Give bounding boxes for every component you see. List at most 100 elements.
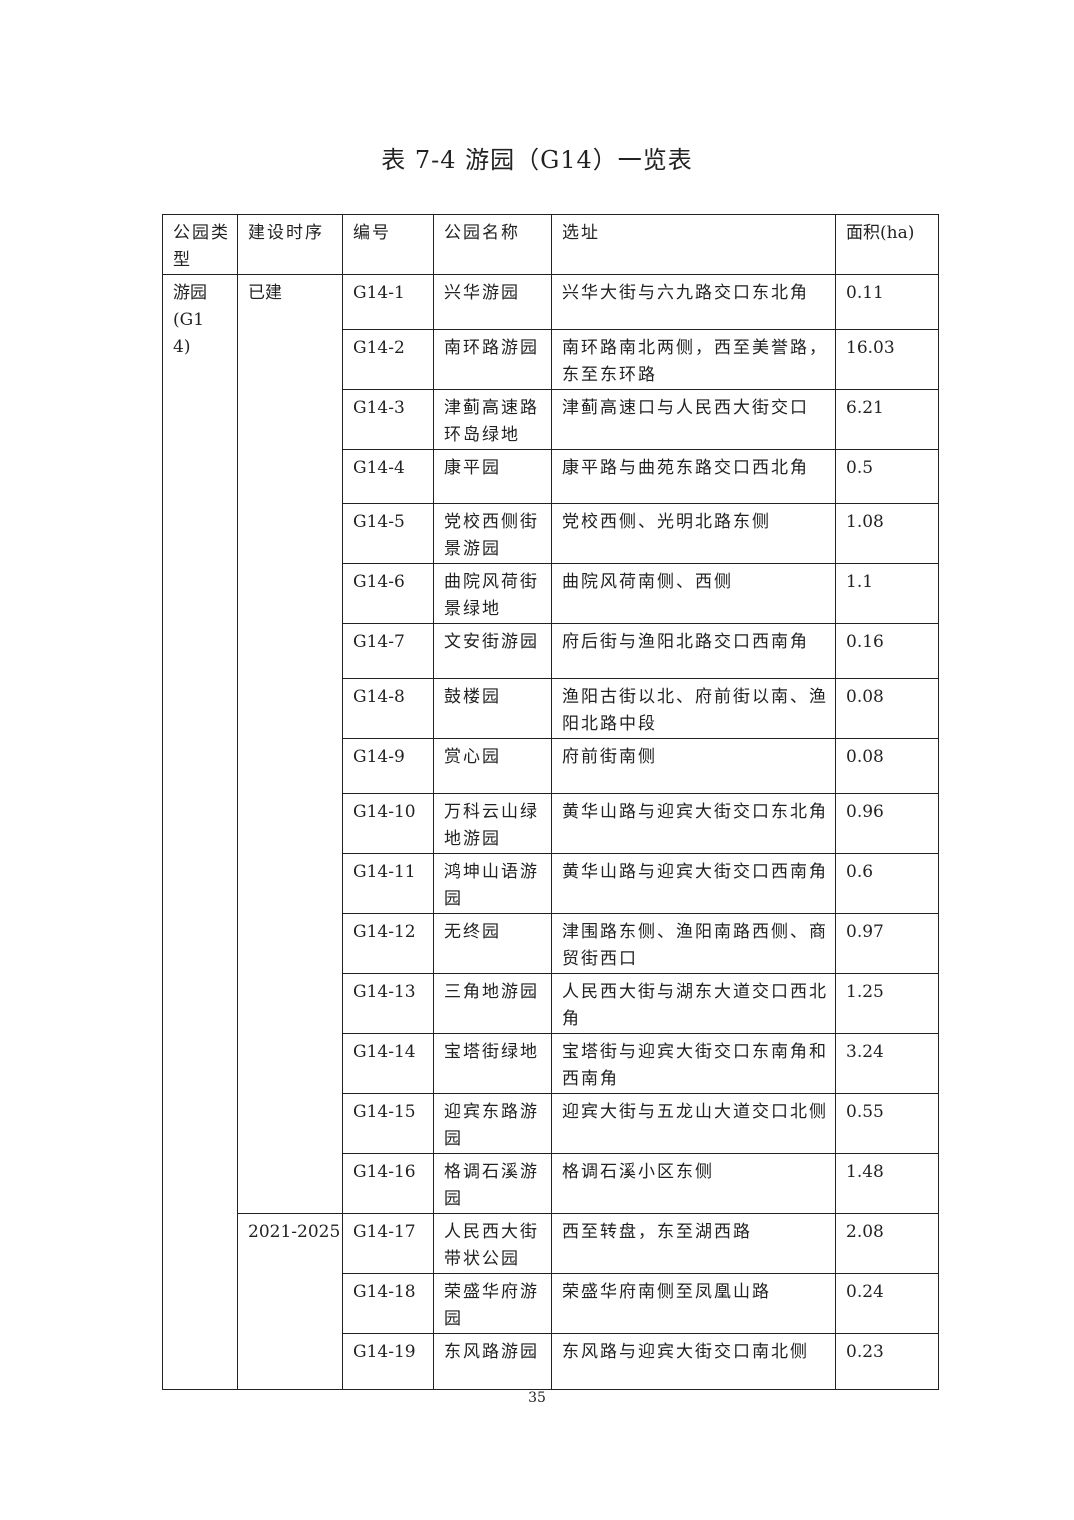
park-name-cell: 赏心园 xyxy=(433,738,552,794)
location-cell: 兴华大街与六九路交口东北角 xyxy=(551,274,836,330)
park-id-cell: G14-14 xyxy=(342,1033,434,1094)
table-row: G14-19 东风路游园 东风路与迎宾大街交口南北侧 0.23 xyxy=(163,1333,939,1390)
park-id-cell: G14-3 xyxy=(342,389,434,450)
location-cell: 府前街南侧 xyxy=(551,738,836,794)
area-cell: 2.08 xyxy=(835,1213,939,1274)
park-id-cell: G14-16 xyxy=(342,1153,434,1214)
park-id-cell: G14-4 xyxy=(342,449,434,504)
park-id-cell: G14-7 xyxy=(342,623,434,679)
park-name-cell: 党校西侧街景游园 xyxy=(433,503,552,564)
park-name-cell: 人民西大街带状公园 xyxy=(433,1213,552,1274)
location-cell: 迎宾大街与五龙山大道交口北侧 xyxy=(551,1093,836,1154)
area-cell: 0.11 xyxy=(835,274,939,330)
park-id-cell: G14-19 xyxy=(342,1333,434,1390)
park-name-cell: 文安街游园 xyxy=(433,623,552,679)
table-row: G14-3 津蓟高速路环岛绿地 津蓟高速口与人民西大街交口 6.21 xyxy=(163,389,939,450)
park-name-cell: 宝塔街绿地 xyxy=(433,1033,552,1094)
park-id-cell: G14-1 xyxy=(342,274,434,330)
location-cell: 康平路与曲苑东路交口西北角 xyxy=(551,449,836,504)
park-name-cell: 三角地游园 xyxy=(433,973,552,1034)
table-row: G14-16 格调石溪游园 格调石溪小区东侧 1.48 xyxy=(163,1153,939,1214)
park-id-cell: G14-10 xyxy=(342,793,434,854)
area-cell: 0.24 xyxy=(835,1273,939,1334)
location-cell: 黄华山路与迎宾大街交口东北角 xyxy=(551,793,836,854)
header-cell: 面积(ha) xyxy=(835,214,939,275)
location-cell: 津围路东侧、渔阳南路西侧、商贸街西口 xyxy=(551,913,836,974)
park-name-cell: 荣盛华府游园 xyxy=(433,1273,552,1334)
location-cell: 西至转盘，东至湖西路 xyxy=(551,1213,836,1274)
park-id-cell: G14-17 xyxy=(342,1213,434,1274)
header-cell: 公园名称 xyxy=(433,214,552,275)
location-cell: 渔阳古街以北、府前街以南、渔阳北路中段 xyxy=(551,678,836,739)
area-cell: 1.48 xyxy=(835,1153,939,1214)
phase-cell: 2021-2025 xyxy=(237,1213,343,1390)
area-cell: 0.08 xyxy=(835,678,939,739)
park-id-cell: G14-2 xyxy=(342,329,434,390)
park-name-cell: 鼓楼园 xyxy=(433,678,552,739)
area-cell: 0.5 xyxy=(835,449,939,504)
location-cell: 府后街与渔阳北路交口西南角 xyxy=(551,623,836,679)
table-row: G14-12 无终园 津围路东侧、渔阳南路西侧、商贸街西口 0.97 xyxy=(163,913,939,974)
park-id-cell: G14-8 xyxy=(342,678,434,739)
area-cell: 1.25 xyxy=(835,973,939,1034)
park-id-cell: G14-5 xyxy=(342,503,434,564)
park-name-cell: 南环路游园 xyxy=(433,329,552,390)
park-id-cell: G14-9 xyxy=(342,738,434,794)
header-cell: 编号 xyxy=(342,214,434,275)
table-row: G14-2 南环路游园 南环路南北两侧，西至美誉路，东至东环路 16.03 xyxy=(163,329,939,390)
location-cell: 人民西大街与湖东大道交口西北角 xyxy=(551,973,836,1034)
location-cell: 东风路与迎宾大街交口南北侧 xyxy=(551,1333,836,1390)
location-cell: 格调石溪小区东侧 xyxy=(551,1153,836,1214)
table-row: G14-6 曲院风荷街景绿地 曲院风荷南侧、西侧 1.1 xyxy=(163,563,939,624)
header-cell: 建设时序 xyxy=(237,214,343,275)
park-table: 公园类型 建设时序 编号 公园名称 选址 面积(ha) 游园(G14) 已建 G14… xyxy=(162,214,939,1390)
table-row: G14-7 文安街游园 府后街与渔阳北路交口西南角 0.16 xyxy=(163,623,939,679)
area-cell: 3.24 xyxy=(835,1033,939,1094)
table-row: G14-11 鸿坤山语游园 黄华山路与迎宾大街交口西南角 0.6 xyxy=(163,853,939,914)
park-name-cell: 康平园 xyxy=(433,449,552,504)
area-cell: 0.08 xyxy=(835,738,939,794)
park-id-cell: G14-11 xyxy=(342,853,434,914)
area-cell: 1.1 xyxy=(835,563,939,624)
location-cell: 宝塔街与迎宾大街交口东南角和西南角 xyxy=(551,1033,836,1094)
park-name-cell: 津蓟高速路环岛绿地 xyxy=(433,389,552,450)
area-cell: 6.21 xyxy=(835,389,939,450)
area-cell: 1.08 xyxy=(835,503,939,564)
table-row: G14-14 宝塔街绿地 宝塔街与迎宾大街交口东南角和西南角 3.24 xyxy=(163,1033,939,1094)
table-row: G14-4 康平园 康平路与曲苑东路交口西北角 0.5 xyxy=(163,449,939,504)
location-cell: 荣盛华府南侧至凤凰山路 xyxy=(551,1273,836,1334)
park-name-cell: 东风路游园 xyxy=(433,1333,552,1390)
park-name-cell: 迎宾东路游园 xyxy=(433,1093,552,1154)
park-id-cell: G14-18 xyxy=(342,1273,434,1334)
table-row: G14-8 鼓楼园 渔阳古街以北、府前街以南、渔阳北路中段 0.08 xyxy=(163,678,939,739)
park-name-cell: 无终园 xyxy=(433,913,552,974)
table-row: G14-13 三角地游园 人民西大街与湖东大道交口西北角 1.25 xyxy=(163,973,939,1034)
table-row: 2021-2025 G14-17 人民西大街带状公园 西至转盘，东至湖西路 2.08 xyxy=(163,1213,939,1390)
park-name-cell: 格调石溪游园 xyxy=(433,1153,552,1214)
area-cell: 0.6 xyxy=(835,853,939,914)
area-cell: 0.23 xyxy=(835,1333,939,1390)
location-cell: 南环路南北两侧，西至美誉路，东至东环路 xyxy=(551,329,836,390)
location-cell: 津蓟高速口与人民西大街交口 xyxy=(551,389,836,450)
location-cell: 党校西侧、光明北路东侧 xyxy=(551,503,836,564)
park-id-cell: G14-12 xyxy=(342,913,434,974)
location-cell: 曲院风荷南侧、西侧 xyxy=(551,563,836,624)
table-title: 表 7-4 游园（G14）一览表 xyxy=(381,146,693,174)
table-row: 游园(G14) 已建 G14-1 兴华游园 兴华大街与六九路交口东北角 0.11 xyxy=(162,274,939,1390)
page-number: 35 xyxy=(528,1390,546,1406)
park-name-cell: 万科云山绿地游园 xyxy=(433,793,552,854)
park-type-cell: 游园(G14) xyxy=(162,274,238,1390)
park-id-cell: G14-6 xyxy=(342,563,434,624)
park-name-cell: 曲院风荷街景绿地 xyxy=(433,563,552,624)
park-id-cell: G14-15 xyxy=(342,1093,434,1154)
park-name-cell: 兴华游园 xyxy=(433,274,552,330)
park-name-cell: 鸿坤山语游园 xyxy=(433,853,552,914)
area-cell: 0.16 xyxy=(835,623,939,679)
header-cell: 公园类型 xyxy=(162,214,238,275)
location-cell: 黄华山路与迎宾大街交口西南角 xyxy=(551,853,836,914)
area-cell: 0.96 xyxy=(835,793,939,854)
header-row: 公园类型 建设时序 编号 公园名称 选址 面积(ha) xyxy=(162,214,939,275)
table-row: G14-9 赏心园 府前街南侧 0.08 xyxy=(163,738,939,794)
area-cell: 16.03 xyxy=(835,329,939,390)
header-cell: 选址 xyxy=(551,214,836,275)
